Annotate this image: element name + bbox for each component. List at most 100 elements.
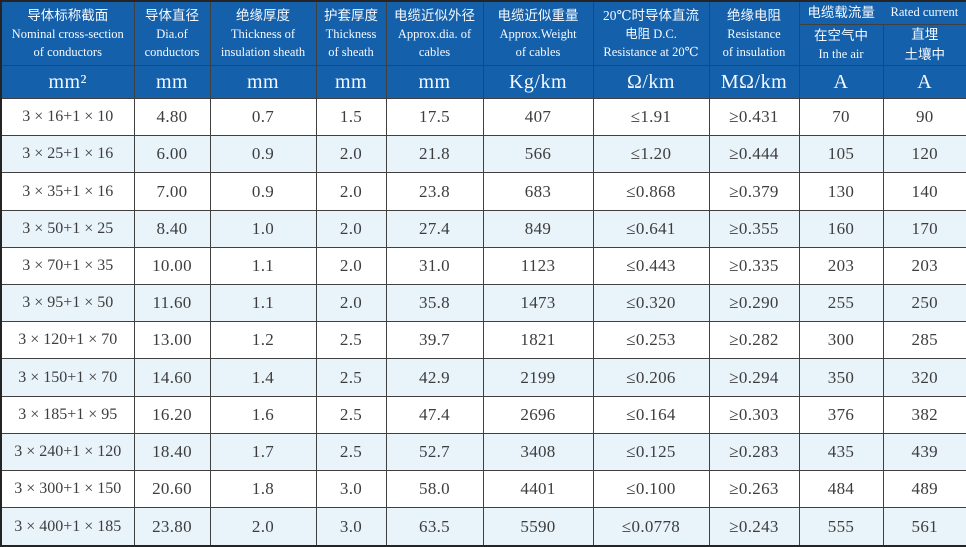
cell: 203 [798,246,884,286]
cell: 484 [798,470,884,509]
header-line: Approx.Weight [499,26,577,41]
cell: 3.0 [315,507,387,547]
cell: 407 [482,97,594,137]
cell: ≥0.379 [708,172,800,211]
cell: 170 [882,209,966,248]
cell-cross-section: 3 × 16+1 × 10 [0,97,135,137]
cell: ≥0.283 [708,432,800,472]
header-line: 电缆近似外径 [394,7,475,23]
cell: 63.5 [385,507,484,547]
unit-cell: mm² [0,65,135,99]
col-header-nominal-cross-section: 导体标称截面 Nominal cross-section of conducto… [0,0,135,66]
table-row: 3 × 240+1 × 120 18.40 1.7 2.5 52.7 3408 ≤0.125… [0,432,966,472]
cell: 10.00 [133,246,211,286]
table-row: 3 × 120+1 × 70 13.00 1.2 2.5 39.7 1821 ≤0.253 ≥… [0,321,966,360]
cell: 300 [798,321,884,360]
cell: ≤0.164 [592,395,710,434]
cell: 140 [882,172,966,211]
header-row-units: mm² mm mm mm mm Kg/km Ω/km MΩ/km A A [0,65,966,99]
table-row: 3 × 150+1 × 70 14.60 1.4 2.5 42.9 2199 ≤0.206 ≥… [0,358,966,397]
cell: 11.60 [133,284,211,323]
cell-cross-section: 3 × 185+1 × 95 [0,395,135,434]
cell: ≤0.253 [592,321,710,360]
cell-cross-section: 3 × 25+1 × 16 [0,135,135,174]
cell: 4.80 [133,97,211,137]
header-line: 护套厚度 [324,7,378,23]
cell: 13.00 [133,321,211,360]
col-header-rated-current-group: 电缆载流量 Rated current [798,0,966,25]
cell: ≤0.641 [592,209,710,248]
cell: 250 [882,284,966,323]
header-line: Thickness of [230,26,296,41]
header-line: 20℃时导体直流 [602,7,700,23]
header-line: 导体直径 [145,7,199,23]
cell: ≤1.91 [592,97,710,137]
cell: 3408 [482,432,594,472]
cell: 2.0 [315,246,387,286]
table-row: 3 × 185+1 × 95 16.20 1.6 2.5 47.4 2696 ≤0.164 ≥… [0,395,966,434]
cell: 849 [482,209,594,248]
table-row: 3 × 95+1 × 50 11.60 1.1 2.0 35.8 1473 ≤0.320 ≥0… [0,284,966,323]
unit-cell: mm [315,65,387,99]
cell: 6.00 [133,135,211,174]
header-line: of conductors [33,44,102,59]
cell: ≤1.20 [592,135,710,174]
col-header-buried-soil: 直埋 土壤中 [882,23,966,66]
col-header-dc-resistance: 20℃时导体直流 电阻 D.C. Resistance at 20℃ [592,0,710,66]
cell: 160 [798,209,884,248]
cell: 2.5 [315,395,387,434]
cell: ≤0.0778 [592,507,710,547]
cell: 2.0 [315,135,387,174]
cell: 2696 [482,395,594,434]
header-line: Approx.dia. of [397,26,472,41]
header-line: of sheath [328,44,374,59]
table-row: 3 × 300+1 × 150 20.60 1.8 3.0 58.0 4401 ≤0.100… [0,470,966,509]
table-row: 3 × 16+1 × 10 4.80 0.7 1.5 17.5 407 ≤1.91 ≥0.43… [0,97,966,137]
cell: 20.60 [133,470,211,509]
cell-cross-section: 3 × 120+1 × 70 [0,321,135,360]
col-header-sheath-thickness: 护套厚度 Thickness of sheath [315,0,387,66]
cell-cross-section: 3 × 35+1 × 16 [0,172,135,211]
cell: ≥0.431 [708,97,800,137]
col-header-conductor-diameter: 导体直径 Dia.of conductors [133,0,211,66]
header-line: Nominal cross-section [11,26,124,41]
cell: 21.8 [385,135,484,174]
col-header-approx-weight: 电缆近似重量 Approx.Weight of cables [482,0,594,66]
cell: 1.4 [209,358,317,397]
cell: ≥0.355 [708,209,800,248]
cell: 203 [882,246,966,286]
cell: 4401 [482,470,594,509]
cell: 2.0 [315,284,387,323]
cell: 39.7 [385,321,484,360]
cell: ≥0.243 [708,507,800,547]
table-body: 3 × 16+1 × 10 4.80 0.7 1.5 17.5 407 ≤1.91 ≥0.43… [0,97,966,547]
cell: 0.7 [209,97,317,137]
cell: ≥0.335 [708,246,800,286]
header-line: 导体标称截面 [27,7,109,23]
table-header: 导体标称截面 Nominal cross-section of conducto… [0,0,966,99]
header-line: 在空气中 [814,27,868,43]
table-row: 3 × 50+1 × 25 8.40 1.0 2.0 27.4 849 ≤0.641 ≥0.3… [0,209,966,248]
cell: 1.2 [209,321,317,360]
cell: ≥0.294 [708,358,800,397]
cell: 47.4 [385,395,484,434]
cell: 2.5 [315,321,387,360]
cell: ≥0.444 [708,135,800,174]
header-line: 电缆载流量 [807,4,875,20]
cell: 8.40 [133,209,211,248]
cell: 130 [798,172,884,211]
unit-cell: mm [209,65,317,99]
header-row-main: 导体标称截面 Nominal cross-section of conducto… [0,0,966,66]
cell: 14.60 [133,358,211,397]
cell: 1.1 [209,284,317,323]
cell: 31.0 [385,246,484,286]
cell: ≤0.320 [592,284,710,323]
cell: 7.00 [133,172,211,211]
cell-cross-section: 3 × 300+1 × 150 [0,470,135,509]
cell: 90 [882,97,966,137]
cell: 2199 [482,358,594,397]
unit-cell: Ω/km [592,65,710,99]
cell: 555 [798,507,884,547]
cell: 376 [798,395,884,434]
cell: 1.7 [209,432,317,472]
